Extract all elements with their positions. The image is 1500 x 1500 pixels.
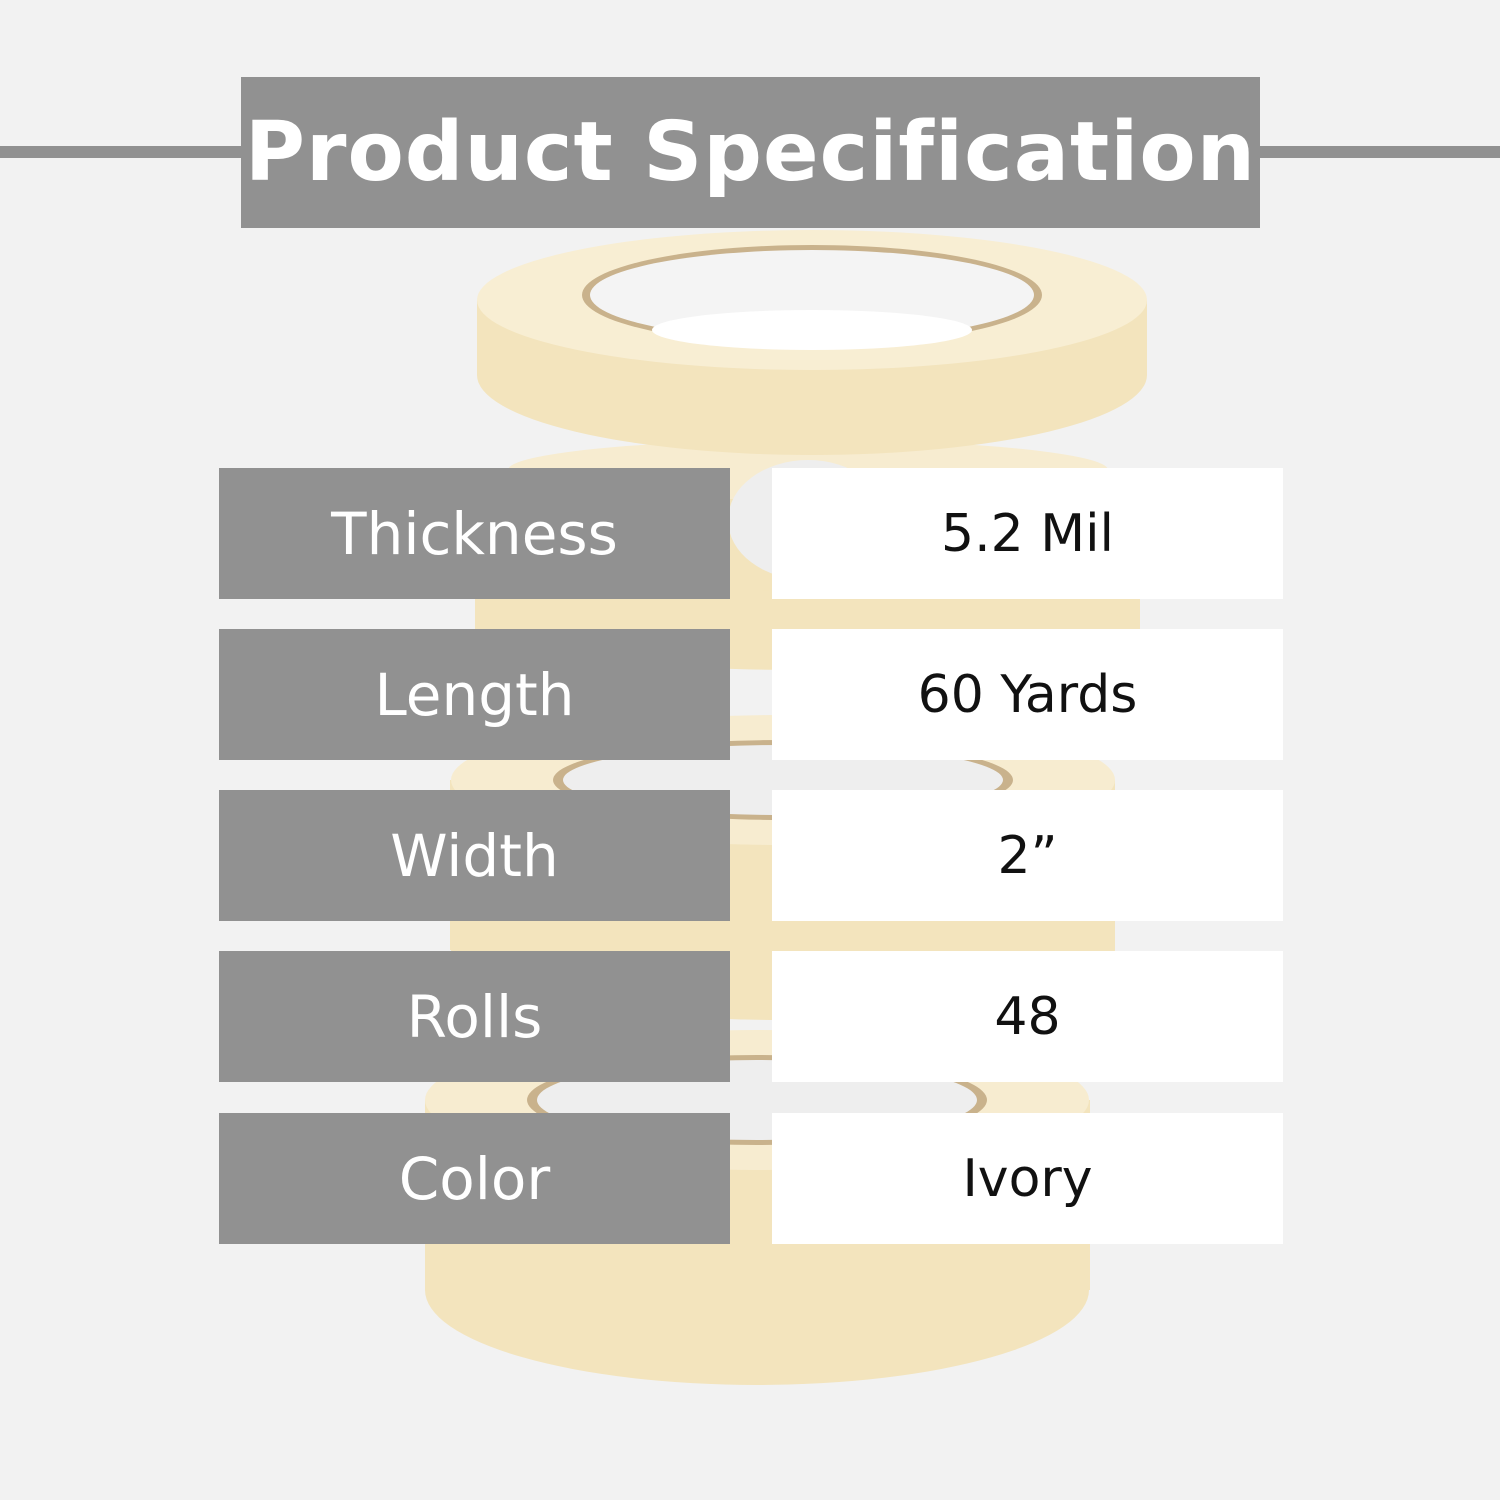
spec-label: Length (219, 629, 730, 760)
spec-value: Ivory (772, 1113, 1283, 1244)
title-rule-right (1260, 146, 1500, 158)
spec-row-rolls: Rolls 48 (219, 951, 1283, 1082)
tape-roll-top (477, 230, 1147, 455)
spec-label: Width (219, 790, 730, 921)
spec-row-length: Length 60 Yards (219, 629, 1283, 760)
spec-value: 48 (772, 951, 1283, 1082)
spec-row-color: Color Ivory (219, 1113, 1283, 1244)
spec-value: 60 Yards (772, 629, 1283, 760)
spec-value: 2” (772, 790, 1283, 921)
spec-row-thickness: Thickness 5.2 Mil (219, 468, 1283, 599)
spec-label: Color (219, 1113, 730, 1244)
title-banner: Product Specification (241, 77, 1260, 228)
spec-label: Rolls (219, 951, 730, 1082)
spec-row-width: Width 2” (219, 790, 1283, 921)
spec-value: 5.2 Mil (772, 468, 1283, 599)
spec-label: Thickness (219, 468, 730, 599)
page-title: Product Specification (244, 105, 1257, 200)
title-rule-left (0, 146, 241, 158)
